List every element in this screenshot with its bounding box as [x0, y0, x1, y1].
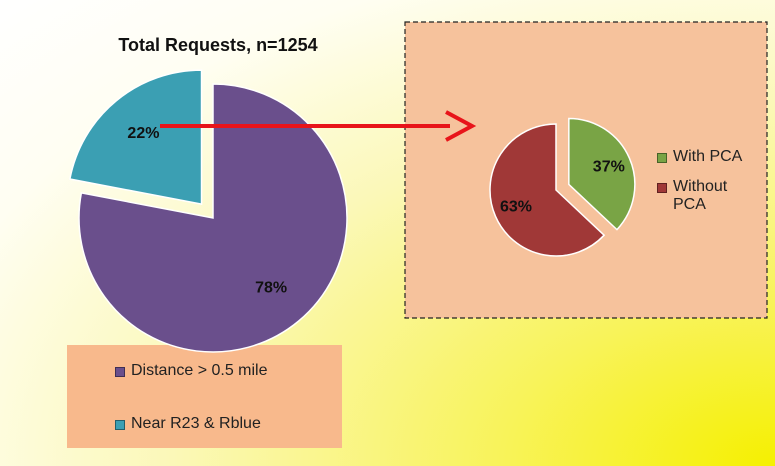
pie-slice — [78, 83, 348, 353]
legend-swatch — [115, 367, 125, 377]
legend-label: With PCA — [673, 148, 743, 165]
data-label: 78% — [255, 279, 287, 296]
legend-swatch — [115, 420, 125, 430]
legend-item: Distance > 0.5 mile — [115, 362, 335, 380]
legend-label: Distance > 0.5 mile — [131, 362, 268, 379]
legend-swatch — [657, 183, 667, 193]
data-label: 37% — [593, 158, 625, 175]
chart-title: Total Requests, n=1254 — [118, 35, 317, 55]
data-label: 63% — [500, 199, 532, 216]
legend-label: Near R23 & Rblue — [131, 415, 261, 432]
legend-item: Near R23 & Rblue — [115, 415, 335, 433]
legend-swatch — [657, 153, 667, 163]
pie-slice — [69, 69, 203, 206]
pie-slice — [489, 123, 606, 257]
pie-slice — [568, 117, 636, 231]
arrow-head — [445, 110, 477, 142]
legend-item: With PCA — [657, 148, 757, 166]
legend-box — [67, 345, 342, 448]
legend-label: Without PCA — [673, 178, 728, 213]
legend-item: Without PCA — [657, 178, 737, 214]
data-label: 22% — [127, 125, 159, 142]
